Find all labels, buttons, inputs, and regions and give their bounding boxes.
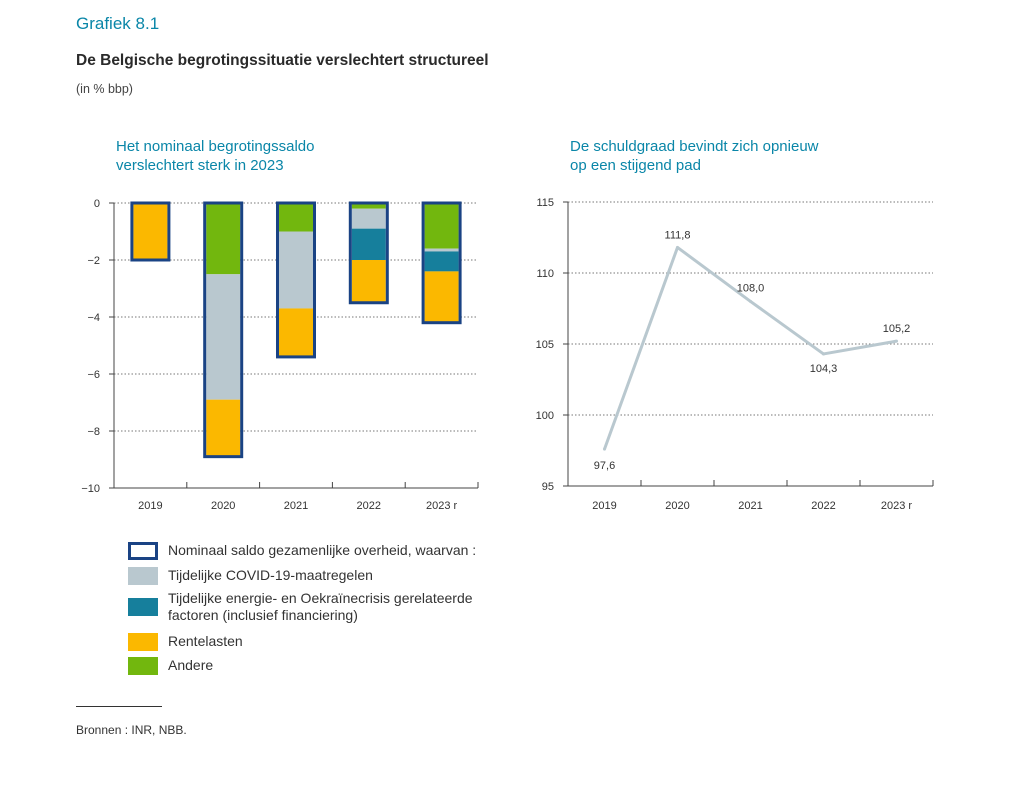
legend-swatch-interest <box>128 633 158 651</box>
debt-ratio-point <box>749 299 752 303</box>
bar-segment-covid <box>279 231 313 309</box>
legend-label-total: Nominaal saldo gezamenlijke overheid, wa… <box>168 542 477 558</box>
legend-swatch-other <box>128 657 158 675</box>
debt-ratio-point <box>895 339 898 343</box>
bar-segment-interest <box>424 271 459 323</box>
bar-segment-covid <box>424 248 459 252</box>
bar-x-tick-label: 2019 <box>138 500 162 512</box>
debt-ratio-point <box>603 447 606 451</box>
bar-y-tick-label: −10 <box>81 483 100 495</box>
debt-ratio-data-label: 108,0 <box>737 282 765 294</box>
line-y-tick-label: 105 <box>536 339 554 351</box>
legend-label-covid: Tijdelijke COVID-19-maatregelen <box>168 567 373 583</box>
bar-total-outline <box>421 201 462 325</box>
debt-ratio-data-label: 104,3 <box>810 363 838 375</box>
bar-segment-other <box>424 203 459 249</box>
bar-y-tick-label: −4 <box>87 312 100 324</box>
debt-ratio-line <box>603 245 897 450</box>
debt-ratio-point <box>822 352 825 356</box>
line-chart-title: De schuldgraad bevindt zich opnieuw op e… <box>570 138 819 174</box>
bar-x-tick-label: 2022 <box>357 500 381 512</box>
bar-segment-other <box>351 203 386 209</box>
bar-y-tick-label: 0 <box>94 198 100 210</box>
line-x-tick-label: 2021 <box>738 500 762 512</box>
line-y-tick-label: 100 <box>536 410 554 422</box>
bar-y-tick-label: −2 <box>87 255 100 267</box>
line-x-tick-label: 2020 <box>665 500 689 512</box>
legend-swatch-covid <box>128 567 158 585</box>
debt-ratio-data-label: 97,6 <box>594 460 615 472</box>
bar-segment-interest <box>206 399 241 457</box>
bar-y-tick-label: −6 <box>87 369 100 381</box>
source-note: Bronnen : INR, NBB. <box>76 723 187 737</box>
legend-label-other: Andere <box>168 657 214 673</box>
bar-segment-covid <box>351 208 386 229</box>
line-x-tick-label: 2019 <box>592 500 616 512</box>
bar-segment-interest <box>133 203 168 260</box>
bar-segment-energy <box>351 228 386 260</box>
bar-x-tick-label: 2023 r <box>426 500 458 512</box>
line-x-tick-label: 2022 <box>811 500 835 512</box>
legend-label-energy: Tijdelijke energie- en Oekraïnecrisis ge… <box>168 590 473 623</box>
bar-total-outline <box>203 201 244 459</box>
legend-label-interest: Rentelasten <box>168 633 243 649</box>
figure-number: Grafiek 8.1 <box>76 14 160 33</box>
bar-segment-other <box>206 203 241 275</box>
line-y-tick-label: 115 <box>536 197 554 209</box>
debt-ratio-point <box>676 245 679 249</box>
bar-x-tick-label: 2021 <box>284 500 308 512</box>
line-y-tick-label: 95 <box>542 481 554 493</box>
bar-total-outline <box>130 201 171 262</box>
legend-swatch-energy <box>128 598 158 616</box>
debt-ratio-data-label: 105,2 <box>883 323 911 335</box>
legend-swatch-total <box>128 542 158 560</box>
bar-total-outline <box>348 201 389 305</box>
bar-x-tick-label: 2020 <box>211 500 235 512</box>
debt-ratio-data-label: 111,8 <box>665 229 691 241</box>
line-x-tick-label: 2023 r <box>881 500 913 512</box>
bar-total-outline <box>276 201 316 359</box>
footnote-divider <box>76 706 162 707</box>
figure-unit: (in % bbp) <box>76 82 133 96</box>
bar-segment-interest <box>351 260 386 303</box>
bar-chart-title: Het nominaal begrotingssaldo verslechter… <box>116 138 315 174</box>
bar-segment-interest <box>279 308 313 357</box>
bar-segment-energy <box>424 251 459 272</box>
bar-segment-covid <box>206 274 241 400</box>
bar-y-tick-label: −8 <box>87 426 100 438</box>
bar-segment-other <box>279 203 313 232</box>
line-y-tick-label: 110 <box>536 268 554 280</box>
figure-title: De Belgische begrotingssituatie verslech… <box>76 52 489 69</box>
